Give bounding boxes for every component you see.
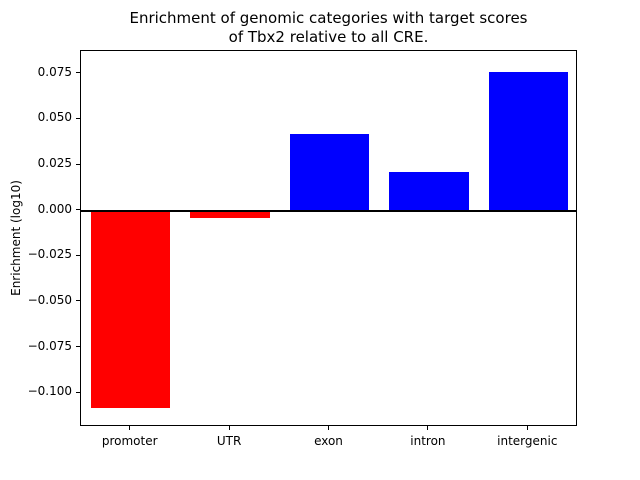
- chart-title: Enrichment of genomic categories with ta…: [80, 9, 577, 47]
- chart-title-line1: Enrichment of genomic categories with ta…: [129, 9, 528, 27]
- y-tick-mark: [76, 346, 80, 348]
- zero-line: [81, 209, 576, 212]
- y-tick-mark: [76, 72, 80, 74]
- x-tick-mark: [328, 426, 329, 430]
- x-tick-mark: [427, 426, 429, 430]
- chart-title-line2: of Tbx2 relative to all CRE.: [228, 27, 429, 46]
- y-tick-mark: [76, 163, 80, 165]
- y-tick-mark: [76, 209, 80, 211]
- bar-exon: [289, 134, 370, 211]
- x-tick-label-intron: intron: [410, 434, 446, 448]
- y-axis-label: Enrichment (log10): [9, 180, 23, 296]
- y-tick-mark: [76, 300, 80, 302]
- y-tick-label: −0.050: [27, 292, 72, 307]
- bar-intron: [389, 172, 469, 211]
- x-tick-label-UTR: UTR: [216, 434, 242, 448]
- x-tick-label-intergenic: intergenic: [497, 434, 558, 448]
- y-tick-mark: [76, 117, 80, 119]
- x-tick-mark: [526, 426, 528, 430]
- y-tick-label: 0.000: [37, 201, 72, 216]
- y-tick-label: −0.025: [27, 247, 72, 262]
- bar-intergenic: [488, 71, 569, 211]
- bar-UTR: [190, 210, 270, 218]
- plot-area: [80, 50, 577, 426]
- y-tick-label: 0.025: [37, 156, 72, 171]
- y-tick-label: 0.075: [37, 64, 72, 79]
- y-tick-mark: [76, 391, 80, 393]
- x-tick-label-promoter: promoter: [101, 434, 158, 448]
- y-tick-label: −0.075: [27, 338, 72, 353]
- x-tick-mark: [129, 426, 131, 430]
- y-tick-label: 0.050: [37, 110, 72, 125]
- x-tick-mark: [228, 426, 230, 430]
- bar-promoter: [90, 210, 171, 408]
- y-tick-label: −0.100: [27, 384, 72, 399]
- y-tick-mark: [76, 254, 80, 256]
- x-tick-label-exon: exon: [314, 434, 343, 448]
